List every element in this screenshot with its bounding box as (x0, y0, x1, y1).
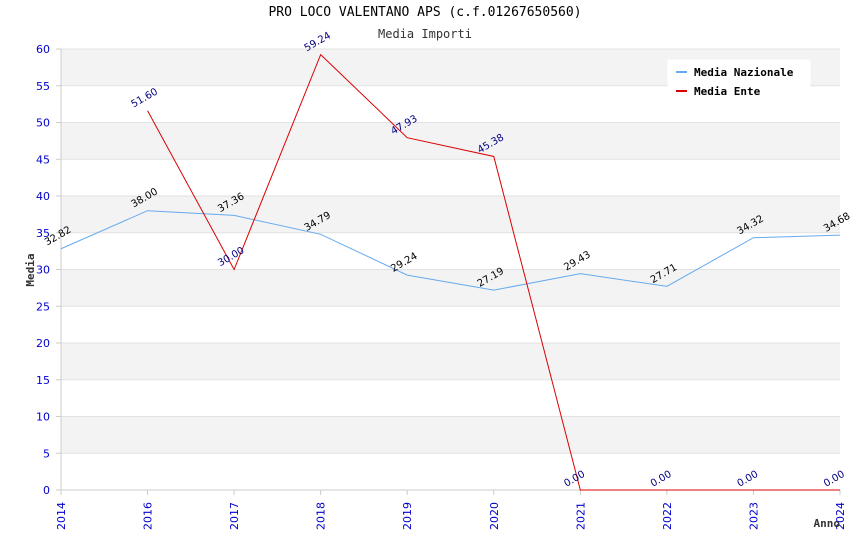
grid-band (61, 122, 840, 160)
x-tick-label: 2014 (55, 502, 68, 530)
y-tick-label: 5 (43, 447, 50, 460)
grid-band (61, 196, 840, 233)
x-tick-label: 2018 (315, 502, 328, 530)
series-line-1 (60, 210, 841, 291)
x-tick-label: 2017 (228, 502, 241, 530)
x-tick-label: 2020 (488, 502, 501, 530)
x-tick-label: 2023 (747, 502, 760, 530)
grid-band (61, 453, 840, 490)
series-line-2 (147, 53, 840, 491)
grid-band (61, 159, 840, 196)
y-tick-label: 45 (36, 153, 50, 166)
legend-box (667, 59, 811, 103)
y-tick-label: 55 (36, 80, 50, 93)
legend-label: Media Nazionale (694, 66, 794, 79)
y-tick-label: 35 (36, 227, 50, 240)
x-tick-label: 2021 (574, 502, 587, 530)
y-tick-label: 40 (36, 190, 50, 203)
grid-band (61, 306, 840, 343)
y-tick-label: 60 (36, 43, 50, 56)
y-tick-label: 30 (36, 264, 50, 277)
grid-band (61, 269, 840, 307)
y-tick-label: 10 (36, 411, 50, 424)
x-tick-label: 2022 (661, 502, 674, 530)
legend-label: Media Ente (694, 85, 761, 98)
x-tick-label: 2024 (834, 502, 847, 530)
grid-band (61, 232, 840, 270)
y-tick-label: 20 (36, 337, 50, 350)
y-tick-label: 15 (36, 374, 50, 387)
grid-band (61, 343, 840, 380)
y-axis-title: Media (24, 253, 37, 286)
y-tick-label: 0 (43, 484, 50, 497)
chart-title: PRO LOCO VALENTANO APS (c.f.01267650560) (268, 5, 582, 20)
y-tick-label: 50 (36, 117, 50, 130)
x-tick-label: 2016 (142, 502, 155, 530)
y-tick-label: 25 (36, 300, 50, 313)
chart-subtitle: Media Importi (378, 27, 472, 41)
x-axis-title: Anno (814, 517, 841, 530)
x-tick-label: 2019 (401, 502, 414, 530)
grid-band (61, 379, 840, 417)
grid-band (61, 416, 840, 454)
